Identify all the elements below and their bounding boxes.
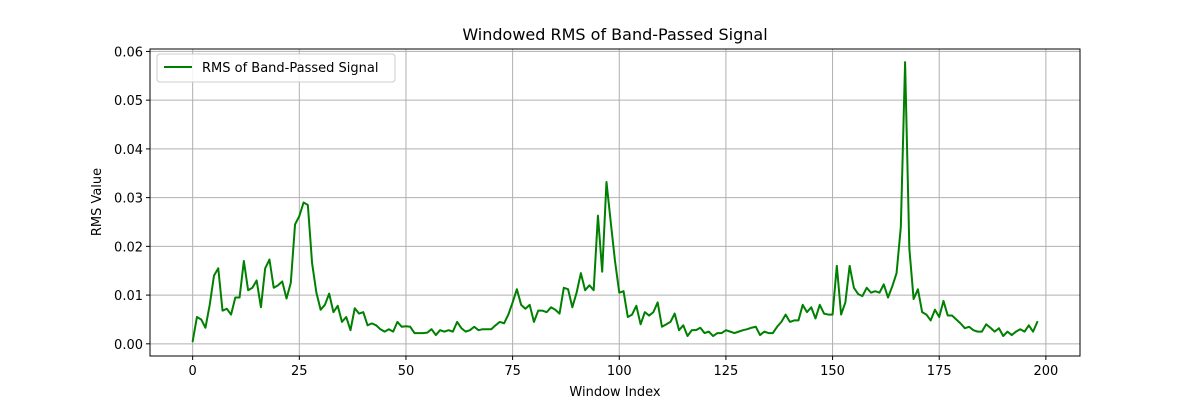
x-tick-label: 0	[189, 364, 197, 379]
series-line-rms	[191, 61, 1039, 343]
x-tick-label: 175	[927, 364, 952, 379]
x-tick-label: 75	[504, 364, 521, 379]
grid-lines	[150, 49, 1080, 356]
x-tick-label: 25	[291, 364, 308, 379]
data-series	[191, 61, 1039, 343]
legend-label: RMS of Band-Passed Signal	[202, 61, 378, 76]
x-tick-label: 50	[398, 364, 415, 379]
chart-title: Windowed RMS of Band-Passed Signal	[462, 25, 767, 44]
x-tick-label: 200	[1033, 364, 1058, 379]
x-tick-label: 150	[820, 364, 845, 379]
y-tick-label: 0.04	[114, 143, 143, 158]
x-tick-label: 125	[714, 364, 739, 379]
y-tick-label: 0.01	[114, 289, 143, 304]
y-tick-label: 0.05	[114, 94, 143, 109]
y-tick-label: 0.06	[114, 45, 143, 60]
legend: RMS of Band-Passed Signal	[156, 53, 396, 83]
y-tick-label: 0.00	[114, 338, 143, 353]
x-axis-title: Window Index	[569, 385, 660, 400]
y-tick-label: 0.03	[114, 192, 143, 207]
x-tick-label: 100	[607, 364, 632, 379]
legend-box	[156, 53, 396, 83]
axis-ticks: 0 25 50 75 100 125 150 175 200 0.00 0.01 0.02 0.03 0.…	[114, 45, 1058, 379]
plot-area-frame	[149, 48, 1081, 357]
y-tick-label: 0.02	[114, 240, 143, 255]
y-axis-title: RMS Value	[90, 168, 105, 236]
